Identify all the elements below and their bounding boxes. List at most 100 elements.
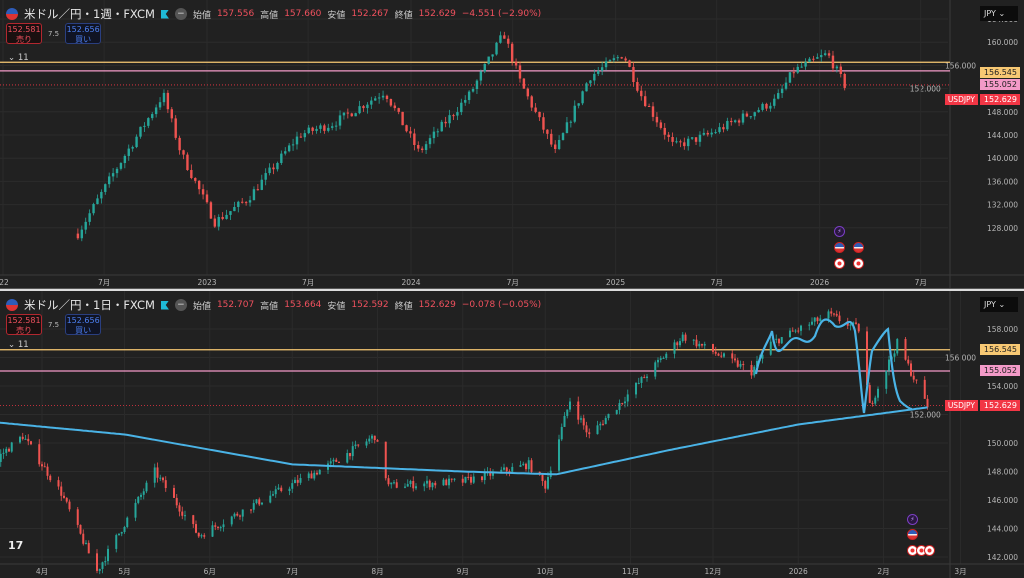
candle-body xyxy=(424,144,428,150)
event-us-icon[interactable] xyxy=(853,242,864,253)
event-bolt-icon[interactable]: ⚡ xyxy=(834,226,845,237)
x-tick-label: 7月 xyxy=(98,278,110,287)
candle-body xyxy=(299,478,302,483)
candle-body xyxy=(107,548,109,562)
candle-body xyxy=(761,354,764,359)
candle-body xyxy=(377,97,381,99)
bookmark-icon[interactable] xyxy=(160,9,169,19)
buy-button[interactable]: 152.656 買い xyxy=(65,314,102,335)
candle-body xyxy=(332,459,335,462)
candle-body xyxy=(387,478,390,485)
candle-body xyxy=(808,324,811,326)
tradingview-logo[interactable]: 17 xyxy=(8,539,24,552)
candle-body xyxy=(354,113,357,117)
candle-body xyxy=(655,116,659,123)
level-tag-orange[interactable]: 156.545 xyxy=(980,67,1020,78)
candle-body xyxy=(830,311,833,314)
candle-body xyxy=(24,438,27,440)
candle-body xyxy=(346,112,350,114)
candle-body xyxy=(628,60,631,67)
level-tag-orange[interactable]: 156.545 xyxy=(980,344,1020,355)
candle-body xyxy=(288,488,291,492)
candle-body xyxy=(211,525,214,537)
bookmark-icon[interactable] xyxy=(160,300,169,310)
candle-body xyxy=(637,382,640,384)
candle-body xyxy=(608,60,612,62)
indicators-toggle[interactable]: ⌄ 11 xyxy=(8,53,29,63)
candle-body xyxy=(461,478,464,483)
candle-body xyxy=(88,213,91,222)
candle-body xyxy=(127,148,130,156)
level-tag-pink[interactable]: 155.052 xyxy=(980,365,1020,376)
candle-body xyxy=(244,202,248,204)
event-jp-icon[interactable] xyxy=(834,258,845,269)
candle-body xyxy=(120,532,123,534)
candle-body xyxy=(726,120,729,130)
event-us-icon[interactable] xyxy=(834,242,845,253)
daily-chart-canvas[interactable]: 158.000156.000154.000152.000150.000148.0… xyxy=(0,291,1024,578)
candle-body xyxy=(252,503,255,510)
symbol-title[interactable]: 米ドル／円・1日・FXCM xyxy=(24,298,155,312)
candle-body xyxy=(434,482,437,486)
candle-body xyxy=(384,441,387,479)
candle-body xyxy=(272,167,275,170)
candle-body xyxy=(214,525,217,527)
event-us-icon[interactable] xyxy=(907,529,918,540)
event-jp-icon[interactable] xyxy=(853,258,864,269)
candle-body xyxy=(111,173,115,177)
candle-body xyxy=(350,113,353,117)
candle-body xyxy=(765,103,768,109)
candle-body xyxy=(491,54,494,57)
symbol-title[interactable]: 米ドル／円・1週・FXCM xyxy=(24,7,155,21)
candle-body xyxy=(296,479,299,483)
candle-body xyxy=(784,82,788,89)
currency-select[interactable]: JPY ⌄ xyxy=(980,297,1018,312)
candle-body xyxy=(195,524,197,533)
candle-body xyxy=(390,482,393,485)
candle-body xyxy=(487,56,490,64)
level-tag-pink[interactable]: 155.052 xyxy=(980,79,1020,90)
candle-body xyxy=(154,107,158,115)
candle-body xyxy=(173,488,175,498)
candle-body xyxy=(527,460,530,470)
candle-body xyxy=(260,179,263,190)
high-label: 高値 xyxy=(260,301,279,312)
candle-body xyxy=(184,515,186,517)
candle-body xyxy=(241,509,244,517)
candle-body xyxy=(264,173,267,180)
x-tick-label: 7月 xyxy=(507,278,519,287)
event-jp-icon[interactable] xyxy=(924,545,935,556)
buy-price: 152.656 xyxy=(66,25,100,34)
sell-label: 売り xyxy=(16,326,32,335)
candle-body xyxy=(561,133,565,140)
sell-button[interactable]: 152.581 売り xyxy=(6,23,42,44)
collapse-icon[interactable]: − xyxy=(174,8,187,20)
candle-body xyxy=(573,105,576,122)
candle-body xyxy=(397,108,400,112)
candle-body xyxy=(582,418,585,426)
candle-body xyxy=(442,479,445,486)
candle-body xyxy=(428,480,431,488)
sell-button[interactable]: 152.581 売り xyxy=(6,314,42,335)
weekly-chart-canvas[interactable]: 164.000160.000156.000152.000148.000144.0… xyxy=(0,0,1024,289)
collapse-icon[interactable]: − xyxy=(174,299,187,311)
candle-body xyxy=(647,106,651,108)
candle-body xyxy=(777,93,780,99)
candle-body xyxy=(479,71,483,81)
trade-buttons: 152.581 売り 7.5 152.656 買い xyxy=(6,314,102,335)
candle-body xyxy=(299,136,303,138)
y-tick-label: 152.000 xyxy=(910,85,941,94)
candle-body xyxy=(563,415,566,427)
indicators-toggle[interactable]: ⌄ 11 xyxy=(8,340,29,350)
weekly-chart-pane[interactable]: 164.000160.000156.000152.000148.000144.0… xyxy=(0,0,1024,289)
y-tick-label: 144.000 xyxy=(987,131,1018,140)
candle-body xyxy=(620,57,623,59)
y-tick-label: 152.000 xyxy=(910,411,941,420)
buy-button[interactable]: 152.656 買い xyxy=(65,23,102,44)
event-bolt-icon[interactable]: ⚡ xyxy=(907,514,918,525)
candle-body xyxy=(659,358,662,360)
candle-body xyxy=(412,480,415,489)
daily-chart-pane[interactable]: 158.000 156.000 154.000 152.000 150.000 148.0… xyxy=(0,291,1024,578)
candle-body xyxy=(335,459,338,462)
currency-select[interactable]: JPY ⌄ xyxy=(980,6,1018,21)
